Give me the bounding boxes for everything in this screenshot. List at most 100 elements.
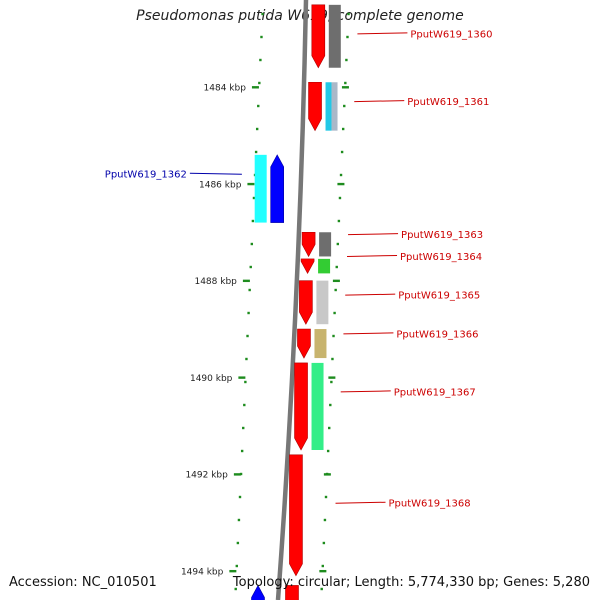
tick-dot <box>243 403 246 407</box>
tick-dot <box>236 541 240 545</box>
cog-color-bar <box>254 154 267 223</box>
tick-dot <box>346 35 349 39</box>
gene-arrow <box>308 81 322 132</box>
label-leader-line <box>343 332 394 335</box>
tick-dot <box>258 81 261 85</box>
cog-color-bar <box>314 329 327 359</box>
tick-dot <box>328 426 331 430</box>
tick-dot <box>340 150 344 154</box>
tick-dot <box>238 495 242 499</box>
cog-color-bar <box>316 280 329 325</box>
tick-dot <box>335 265 338 269</box>
major-tick <box>323 473 331 476</box>
topology-summary: Topology: circular; Length: 5,774,330 bp… <box>232 575 590 590</box>
map-title: Pseudomonas putida W619, complete genome <box>136 8 464 24</box>
tick-dot <box>333 311 336 315</box>
gene-arrow <box>294 362 308 451</box>
label-leader-line <box>357 32 408 35</box>
gene-features <box>251 4 341 600</box>
gene-arrow <box>301 231 316 258</box>
gene-arrow <box>270 154 284 223</box>
cog-color-bar <box>311 362 324 450</box>
cog-color-bar <box>325 82 332 131</box>
kbp-scale: 1484 kbp 1486 kbp 1488 kbp 1490 kbp 1492 kbp… <box>181 84 259 577</box>
tick-dot <box>251 219 255 223</box>
tick-dot <box>257 104 260 108</box>
tick-dot <box>343 104 346 108</box>
tick-dot <box>338 196 342 200</box>
tick-dot <box>329 403 332 407</box>
tick-dot <box>234 587 237 591</box>
tick-dot <box>240 449 244 453</box>
tick-dot <box>320 587 323 591</box>
gene-label: PputW619_1360 <box>410 29 492 40</box>
tick-dot <box>259 58 262 62</box>
major-tick <box>238 376 246 379</box>
kbp-scale-label: 1494 kbp <box>181 567 224 577</box>
tick-dot <box>326 449 330 453</box>
major-tick <box>328 376 336 379</box>
tick-dot <box>248 288 251 292</box>
kbp-scale-label: 1490 kbp <box>190 374 233 384</box>
tick-dot <box>237 518 241 522</box>
cog-color-bar <box>318 258 331 274</box>
gene-arrow <box>311 4 326 69</box>
cog-color-bar <box>328 4 341 68</box>
tick-dot <box>345 58 348 62</box>
left-tick-dots <box>234 12 264 591</box>
tick-dot <box>249 265 252 269</box>
tick-dot <box>339 173 343 177</box>
major-tick <box>229 569 237 573</box>
label-leader-line <box>348 233 399 236</box>
gene-arrow <box>299 280 313 325</box>
label-leader-line <box>189 172 242 175</box>
major-tick <box>341 86 349 89</box>
kbp-scale-label: 1484 kbp <box>204 84 247 94</box>
tick-dot <box>235 564 238 568</box>
tick-dot <box>254 150 258 154</box>
genome-backbone <box>275 0 309 600</box>
tick-dot <box>247 311 250 315</box>
tick-dot <box>344 81 347 85</box>
label-leader-line <box>345 293 396 296</box>
tick-dot <box>250 242 254 246</box>
label-leader-line <box>347 254 398 257</box>
gene-label: PputW619_1366 <box>396 329 478 340</box>
tick-dot <box>323 518 327 522</box>
tick-dot <box>255 127 259 131</box>
accession-text: Accession: NC_010501 <box>9 575 157 590</box>
tick-dot <box>336 242 340 246</box>
tick-dot <box>252 196 256 200</box>
major-tick <box>337 182 345 186</box>
tick-dot <box>242 426 245 430</box>
tick-dot <box>341 127 345 131</box>
label-leader-line <box>340 390 391 393</box>
gene-label: PputW619_1364 <box>400 252 482 263</box>
major-tick <box>242 279 250 283</box>
tick-dot <box>260 35 263 39</box>
gene-arrow <box>297 328 311 359</box>
major-tick <box>247 182 255 186</box>
gene-arrow <box>251 584 265 600</box>
kbp-scale-label: 1488 kbp <box>194 277 237 287</box>
kbp-scale-label: 1486 kbp <box>199 180 242 190</box>
gene-label: PputW619_1367 <box>394 387 476 398</box>
gene-label: PputW619_1365 <box>398 291 480 302</box>
tick-dot <box>332 334 335 338</box>
major-tick <box>332 279 340 283</box>
cog-color-bar <box>319 232 332 257</box>
tick-dot <box>337 219 341 223</box>
label-leader-line <box>354 100 405 103</box>
cog-color-bar <box>331 82 338 131</box>
major-tick <box>319 569 327 573</box>
tick-dot <box>261 12 264 16</box>
kbp-scale-label: 1492 kbp <box>185 471 228 481</box>
major-tick <box>251 86 259 89</box>
gene-arrow <box>289 454 303 577</box>
tick-dot <box>322 541 326 545</box>
tick-dot <box>246 334 249 338</box>
tick-dot <box>321 564 324 568</box>
gene-label: PputW619_1362 <box>105 170 187 181</box>
right-tick-dots <box>319 12 350 591</box>
tick-dot <box>347 12 350 16</box>
